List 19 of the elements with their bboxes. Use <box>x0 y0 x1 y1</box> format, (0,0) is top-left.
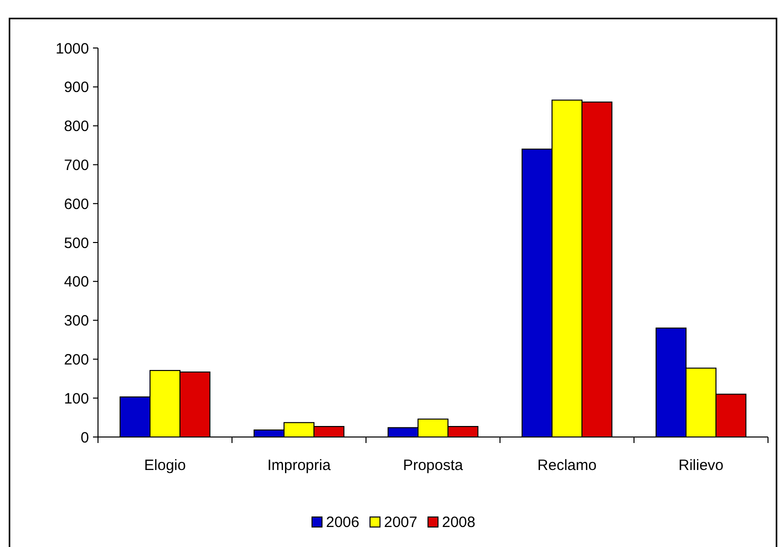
y-tick-label: 800 <box>64 118 89 136</box>
y-tick-label: 1000 <box>56 40 89 58</box>
legend-label: 2008 <box>442 514 476 531</box>
legend-label: 2007 <box>384 514 418 531</box>
x-tick-label: Impropria <box>267 457 332 474</box>
y-tick-label: 200 <box>64 351 89 368</box>
y-tick-label: 300 <box>64 312 89 330</box>
x-tick-label: Rilievo <box>678 457 724 474</box>
y-tick-label: 500 <box>64 234 89 252</box>
y-tick-label: 700 <box>64 156 89 174</box>
y-tick-label: 100 <box>64 390 89 408</box>
y-tick-label: 600 <box>64 196 89 213</box>
x-tick-label: Elogio <box>144 457 186 474</box>
y-tick-label: 400 <box>64 274 89 291</box>
legend-label: 2006 <box>326 514 360 531</box>
x-tick-label: Proposta <box>402 457 464 474</box>
y-tick-label: 0 <box>80 429 89 446</box>
y-tick-label: 900 <box>64 79 89 96</box>
x-tick-label: Reclamo <box>537 457 597 474</box>
